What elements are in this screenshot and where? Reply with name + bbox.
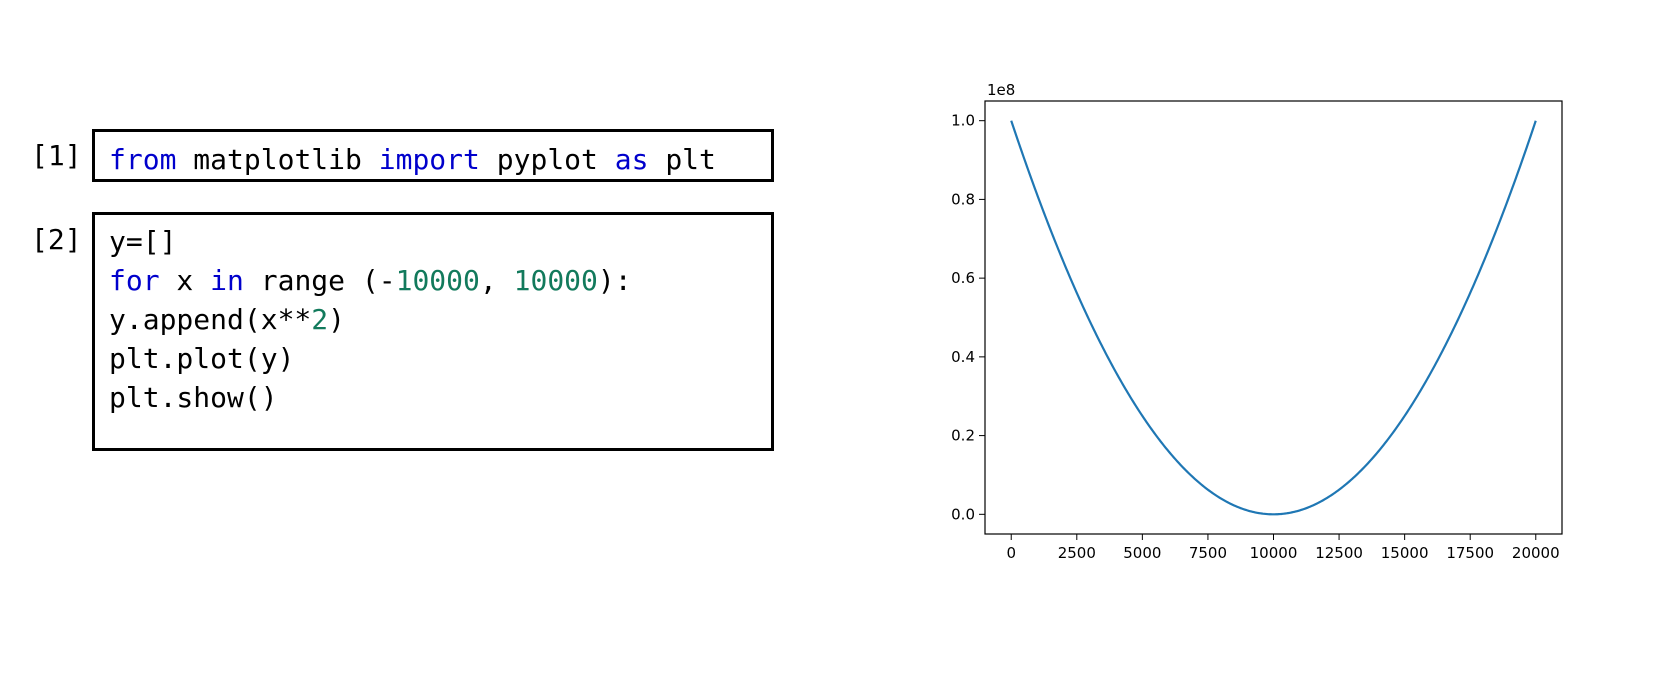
code-text: plt.show() — [109, 381, 278, 414]
y-offset-label: 1e8 — [987, 81, 1015, 99]
code-number: 2 — [311, 303, 329, 336]
code-line: from matplotlib import pyplot as plt — [109, 140, 716, 179]
code-text: pyplot — [479, 143, 615, 176]
code-keyword: as — [614, 143, 649, 176]
code-text: , — [479, 264, 514, 297]
series-line — [1010, 120, 1537, 516]
code-text: matplotlib — [176, 143, 379, 176]
y-tick-label: 0.6 — [951, 269, 975, 287]
code-cell-1[interactable]: from matplotlib import pyplot as plt — [92, 129, 774, 182]
code-line: for x in range (-10000, 10000): — [109, 261, 632, 300]
x-tick-label: 10000 — [1250, 544, 1298, 562]
code-text: x — [159, 264, 211, 297]
x-tick-label: 12500 — [1315, 544, 1363, 562]
x-tick-label: 5000 — [1123, 544, 1161, 562]
x-tick-label: 2500 — [1058, 544, 1096, 562]
code-number: 10000 — [395, 264, 480, 297]
y-tick-label: 1.0 — [951, 112, 975, 130]
code-text: range (- — [243, 264, 396, 297]
code-keyword: from — [109, 143, 177, 176]
code-text: plt.plot(y) — [109, 342, 295, 375]
x-tick-label: 0 — [1006, 544, 1016, 562]
code-text: plt — [648, 143, 716, 176]
code-cell-2-source[interactable]: y=[] for x in range (-10000, 10000): y.app… — [109, 222, 632, 417]
code-keyword: in — [210, 264, 244, 297]
y-tick-label: 0.8 — [951, 190, 975, 208]
x-tick-label: 20000 — [1512, 544, 1560, 562]
code-text: ) — [328, 303, 346, 336]
y-tick-label: 0.2 — [951, 427, 975, 445]
code-text: y=[] — [109, 225, 177, 258]
code-text: ): — [597, 264, 632, 297]
code-cell-2[interactable]: y=[] for x in range (-10000, 10000): y.app… — [92, 212, 774, 451]
y-tick-label: 0.0 — [951, 505, 975, 523]
code-line: y=[] — [109, 222, 632, 261]
x-tick-label: 7500 — [1189, 544, 1227, 562]
y-tick-label: 0.4 — [951, 348, 975, 366]
x-tick-label: 17500 — [1446, 544, 1494, 562]
code-line: y.append(x**2) — [109, 300, 632, 339]
cell-1-prompt: [1] — [31, 139, 82, 172]
plot-frame — [984, 100, 1563, 535]
code-keyword: for — [109, 264, 160, 297]
code-line: plt.plot(y) — [109, 339, 632, 378]
code-cell-1-source[interactable]: from matplotlib import pyplot as plt — [109, 140, 716, 179]
code-text: y.append(x** — [109, 303, 312, 336]
x-tick-label: 15000 — [1381, 544, 1429, 562]
code-number: 10000 — [513, 264, 598, 297]
cell-2-prompt: [2] — [31, 223, 82, 256]
code-keyword: import — [378, 143, 480, 176]
code-line: plt.show() — [109, 378, 632, 417]
